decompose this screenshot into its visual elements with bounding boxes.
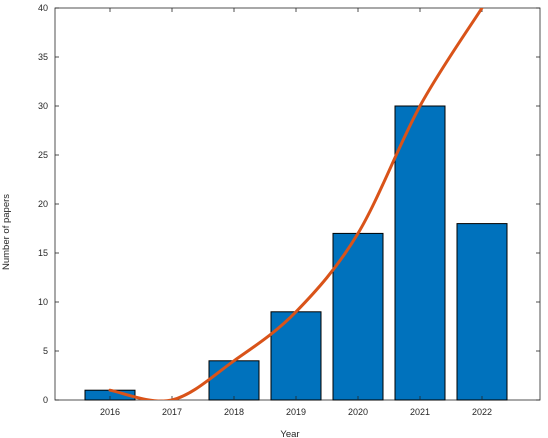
bar-2019 <box>270 311 322 401</box>
y-tick-label: 0 <box>43 395 48 405</box>
x-axis-label: Year <box>280 429 299 438</box>
trend-line <box>108 8 484 400</box>
y-tick-label: 5 <box>43 346 48 356</box>
y-axis-label: Number of papers <box>1 194 12 270</box>
y-tick-label: 30 <box>38 101 48 111</box>
x-tick-label: 2022 <box>472 407 492 417</box>
y-tick-label: 20 <box>38 199 48 209</box>
x-axis-ticks: 2016 2017 2018 2019 2020 2021 2022 <box>100 8 492 417</box>
x-tick-label: 2018 <box>224 407 244 417</box>
y-tick-label: 25 <box>38 150 48 160</box>
x-tick-label: 2019 <box>286 407 306 417</box>
x-tick-label: 2021 <box>410 407 430 417</box>
x-tick-label: 2016 <box>100 407 120 417</box>
y-tick-label: 10 <box>38 297 48 307</box>
y-tick-label: 35 <box>38 52 48 62</box>
x-tick-label: 2017 <box>162 407 182 417</box>
trend-line-group <box>108 8 484 400</box>
x-tick-label: 2020 <box>348 407 368 417</box>
y-tick-label: 15 <box>38 248 48 258</box>
bar-2018 <box>208 360 260 401</box>
y-axis-ticks: 0 5 10 15 20 25 30 35 40 <box>38 3 540 405</box>
y-tick-label: 40 <box>38 3 48 13</box>
bar-2022 <box>456 223 508 401</box>
bar-2021 <box>394 105 446 401</box>
